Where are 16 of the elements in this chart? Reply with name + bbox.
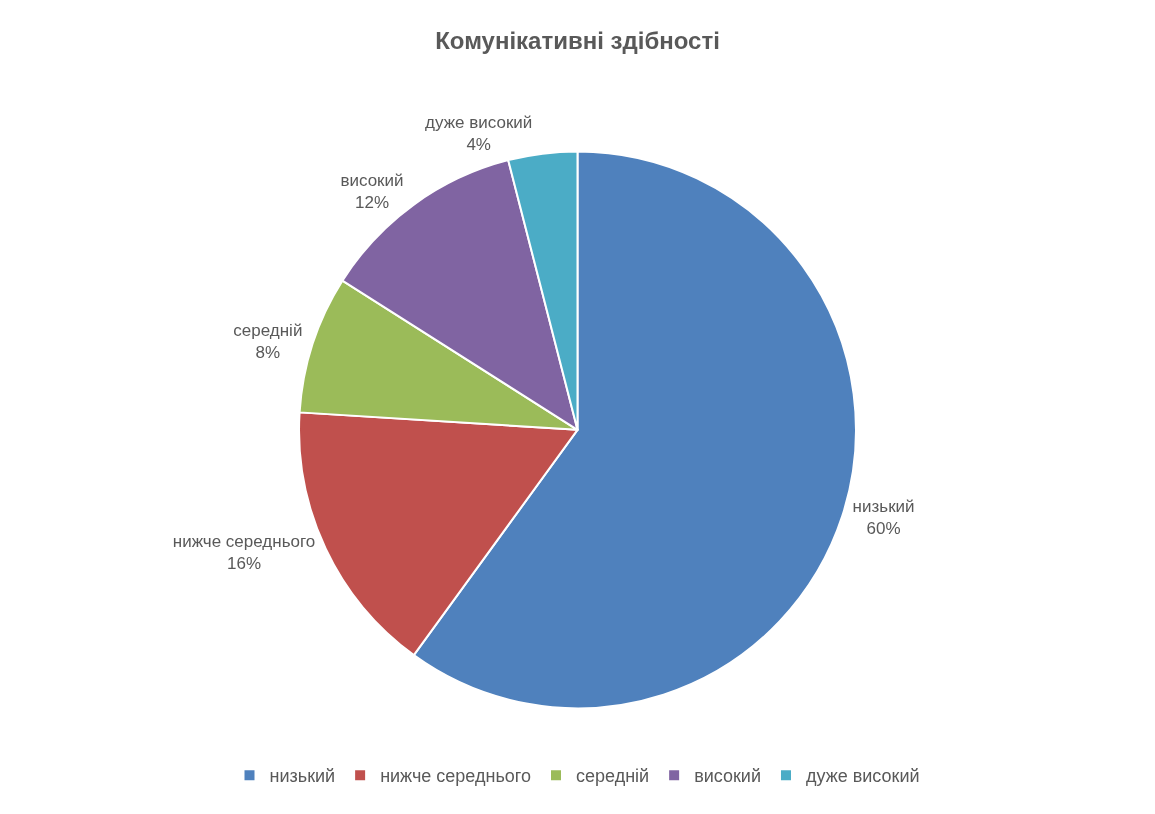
data-label: 60% [866, 519, 901, 539]
data-label: 16% [227, 553, 262, 573]
slice-label: нижче середнього [172, 531, 316, 551]
chart-title: Комунікативні здібності [435, 27, 720, 55]
legend-label: високий [694, 766, 761, 787]
legend-label: дуже високий [805, 766, 920, 787]
legend-label: низький [269, 766, 336, 787]
data-label: 8% [255, 343, 281, 363]
data-label: 12% [354, 192, 390, 212]
legend-label: нижче середнього [380, 766, 531, 787]
legend-label: середній [576, 766, 650, 787]
slice-label: високий [340, 170, 404, 190]
data-label: 4% [466, 134, 491, 154]
slice-label: дуже високий [425, 112, 533, 132]
slice-label: низький [852, 497, 915, 517]
slice-label: середній [233, 321, 303, 341]
